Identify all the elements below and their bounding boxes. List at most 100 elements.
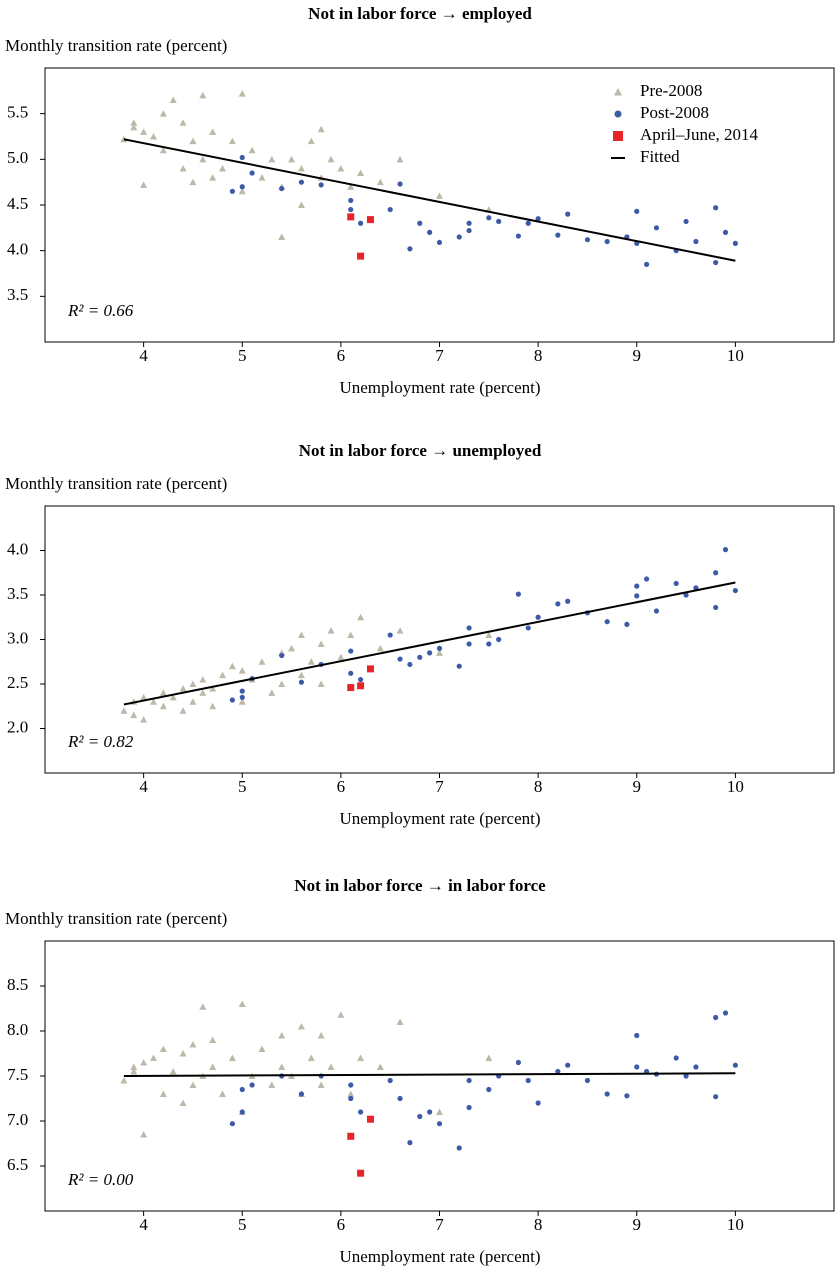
data-point	[387, 632, 393, 638]
data-point	[358, 676, 364, 683]
x-tick-label: 7	[435, 777, 444, 796]
data-point	[199, 689, 207, 696]
x-tick-label: 9	[633, 1215, 642, 1234]
legend-label: April–June, 2014	[640, 125, 759, 144]
data-point	[307, 137, 315, 145]
data-point	[348, 1095, 354, 1102]
data-point	[229, 188, 235, 194]
data-point	[486, 1086, 492, 1093]
data-point	[169, 693, 177, 701]
x-tick-label: 4	[139, 1215, 148, 1234]
data-point	[130, 119, 138, 126]
data-point	[307, 1054, 315, 1061]
data-point	[298, 179, 305, 185]
data-point	[120, 707, 128, 714]
x-tick-label: 10	[727, 346, 744, 365]
data-point	[347, 183, 355, 190]
data-point	[140, 128, 148, 135]
data-point	[317, 125, 325, 133]
data-point	[366, 216, 374, 224]
y-tick-label: 2.0	[7, 717, 28, 736]
data-point	[634, 208, 640, 214]
data-point	[130, 123, 138, 131]
x-axis-label: Unemployment rate (percent)	[339, 1247, 540, 1266]
x-tick-label: 5	[238, 1215, 247, 1234]
data-point	[239, 1086, 245, 1093]
data-point	[279, 652, 285, 659]
x-tick-label: 4	[139, 777, 148, 796]
data-point	[713, 1014, 719, 1021]
data-point	[297, 631, 305, 639]
legend-label: Pre-2008	[640, 81, 702, 100]
data-point	[288, 155, 296, 163]
data-point	[140, 181, 148, 188]
data-point	[189, 178, 197, 186]
data-point	[298, 1091, 305, 1097]
data-point	[535, 1100, 541, 1106]
data-point	[199, 91, 207, 99]
chart-title: Not in labor force → in labor force	[294, 876, 546, 895]
y-tick-label: 7.0	[7, 1110, 28, 1129]
data-point	[634, 1064, 640, 1070]
data-point	[229, 1121, 235, 1127]
data-point	[298, 679, 305, 685]
data-point	[732, 240, 738, 246]
data-point	[555, 232, 561, 238]
data-point	[417, 1113, 423, 1120]
data-point	[140, 693, 148, 701]
data-point	[358, 1109, 364, 1115]
fitted-line	[123, 581, 736, 706]
data-point	[466, 227, 472, 234]
fitted-line	[123, 138, 736, 262]
data-point	[436, 239, 443, 246]
data-point	[288, 644, 296, 652]
data-point	[565, 1062, 571, 1068]
data-point	[348, 670, 354, 676]
y-tick-label: 8.0	[7, 1020, 28, 1039]
fitted-line	[123, 1072, 736, 1077]
data-point	[159, 702, 167, 710]
data-point	[407, 246, 413, 252]
data-point	[278, 1032, 286, 1039]
data-point	[396, 1018, 404, 1025]
data-point	[427, 650, 433, 656]
data-point	[376, 178, 384, 186]
data-point	[239, 688, 245, 694]
data-point	[713, 205, 719, 211]
x-tick-label: 10	[727, 777, 744, 796]
data-point	[397, 1095, 403, 1102]
y-tick-label: 6.5	[7, 1155, 28, 1174]
data-point	[149, 133, 157, 140]
data-point	[348, 648, 354, 654]
legend-swatch	[614, 110, 622, 118]
data-point	[456, 663, 462, 669]
data-point	[149, 698, 157, 705]
data-point	[376, 1063, 384, 1070]
x-tick-label: 6	[337, 346, 346, 365]
y-tick-label: 2.5	[7, 673, 28, 692]
x-tick-label: 8	[534, 777, 543, 796]
data-point	[120, 1077, 128, 1084]
legend-label: Fitted	[640, 147, 680, 166]
data-point	[347, 631, 355, 639]
data-point	[347, 213, 355, 221]
data-point	[327, 1063, 335, 1070]
data-point	[268, 1081, 276, 1088]
x-tick-label: 9	[633, 777, 642, 796]
data-point	[307, 658, 315, 665]
data-point	[249, 170, 255, 176]
data-point	[239, 154, 245, 161]
data-point	[427, 1109, 433, 1115]
data-point	[248, 146, 256, 154]
data-point	[347, 684, 355, 692]
data-point	[713, 1094, 719, 1100]
data-point	[466, 1104, 472, 1111]
data-point	[644, 261, 650, 267]
y-tick-label: 4.0	[7, 240, 28, 259]
data-point	[624, 621, 630, 627]
data-point	[140, 1059, 148, 1066]
r-squared: R² = 0.00	[67, 1170, 134, 1189]
data-point	[348, 197, 354, 204]
data-point	[249, 1082, 255, 1088]
data-point	[189, 1081, 197, 1088]
